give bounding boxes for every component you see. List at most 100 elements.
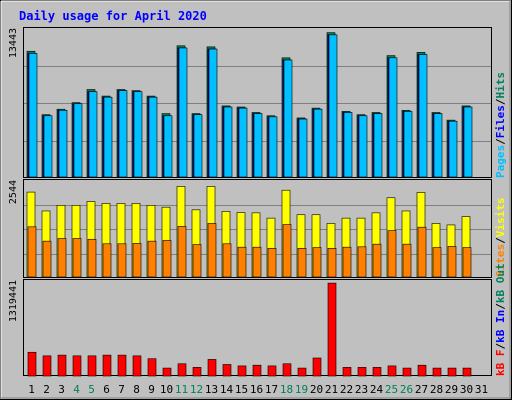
bar-sites [282,224,292,278]
day-label: 28 [430,383,443,396]
bar-pages [343,112,353,178]
bar-kbf [267,365,277,377]
bar-pages [73,103,83,178]
axis-max-top: 13443 [8,28,19,58]
bar-kbf [222,364,232,377]
bar-sites [267,248,277,278]
bar-pages [268,116,278,178]
bar-kbf [282,363,292,377]
bar-kbf [57,354,67,377]
bar-sites [162,240,172,278]
bar-sites [27,226,37,278]
bar-sites [462,247,472,278]
bar-kbf [327,282,337,377]
bar-pages [208,48,218,178]
bar-kbf [42,355,52,377]
bar-sites [357,246,367,278]
bar-pages [283,59,293,178]
day-label: 24 [370,383,384,396]
day-label: 3 [58,383,65,396]
bar-sites [312,247,322,278]
day-label: 21 [325,383,338,396]
bar-kbf [147,358,157,377]
legend-sites: Sites [494,244,507,277]
bar-pages [403,111,413,178]
bar-sites [237,246,247,278]
bar-kbf [357,367,367,377]
bar-kbf [87,355,97,377]
day-label: 13 [205,383,218,396]
day-label: 9 [148,383,155,396]
bar-kbf [132,355,142,377]
day-label: 30 [460,383,473,396]
bar-pages [103,96,113,178]
bar-sites [207,223,217,278]
bar-sites [447,246,457,278]
bar-pages [298,118,308,178]
bar-pages [328,34,338,178]
bar-kbf [387,365,397,377]
day-label: 29 [445,383,458,396]
bar-sites [42,240,52,278]
bar-pages [463,106,473,178]
day-label: 2 [43,383,50,396]
bar-pages [58,109,68,178]
day-labels: 1 2 3 4 5 6 7 8 9 10 11 12 13 14 15 16 17 18 19 20 21 22 23 24 2… [28,383,488,396]
day-label: 10 [160,383,173,396]
legend-kbin: kB In [494,310,507,343]
bar-kbf [312,357,322,377]
bar-pages [28,53,38,178]
bar-pages [388,57,398,178]
bar-kbf [447,367,457,377]
day-label: 17 [265,383,278,396]
day-label: 27 [415,383,428,396]
bar-sites [87,238,97,278]
bar-sites [192,244,202,278]
bar-pages [313,108,323,178]
bar-pages [223,106,233,178]
day-label: 6 [103,383,110,396]
bar-pages [418,54,428,178]
bar-kbf [192,367,202,377]
day-label: 11 [175,383,188,396]
bar-kbf [297,367,307,377]
bar-kbf [462,367,472,377]
chart-title: Daily usage for April 2020 [19,9,207,23]
bar-sites [327,248,337,278]
bar-sites [132,243,142,278]
day-label: 20 [310,383,323,396]
bar-kbf [177,363,187,377]
bar-pages [433,113,443,178]
legend-kbf: kB F [494,350,507,377]
day-label: 16 [250,383,263,396]
day-label: 26 [400,383,413,396]
bar-kbf [237,365,247,377]
legend-middle: Sites/Visits [494,198,507,278]
bar-sites [432,247,442,278]
bar-sites [402,243,412,278]
bars-kbytes [27,282,472,377]
bar-sites [252,246,262,278]
legend-visits: Visits [494,198,507,238]
bar-pages [163,115,173,178]
bar-sites [147,240,157,278]
bar-pages [178,47,188,178]
bar-sites [297,248,307,278]
bar-sites [417,226,427,278]
day-label: 19 [295,383,308,396]
bar-pages [118,90,128,178]
bar-kbf [342,367,352,377]
day-label: 23 [355,383,368,396]
bar-pages [193,114,203,178]
day-label: 8 [133,383,140,396]
legend-kbout: kB Out [494,263,507,303]
day-label: 1 [28,383,35,396]
day-label: 25 [385,383,398,396]
bar-pages [238,107,248,178]
bar-sites [342,246,352,278]
bars-visits-sites [26,186,472,278]
bar-pages [133,91,143,178]
bar-sites [222,243,232,278]
bar-pages [148,96,158,178]
